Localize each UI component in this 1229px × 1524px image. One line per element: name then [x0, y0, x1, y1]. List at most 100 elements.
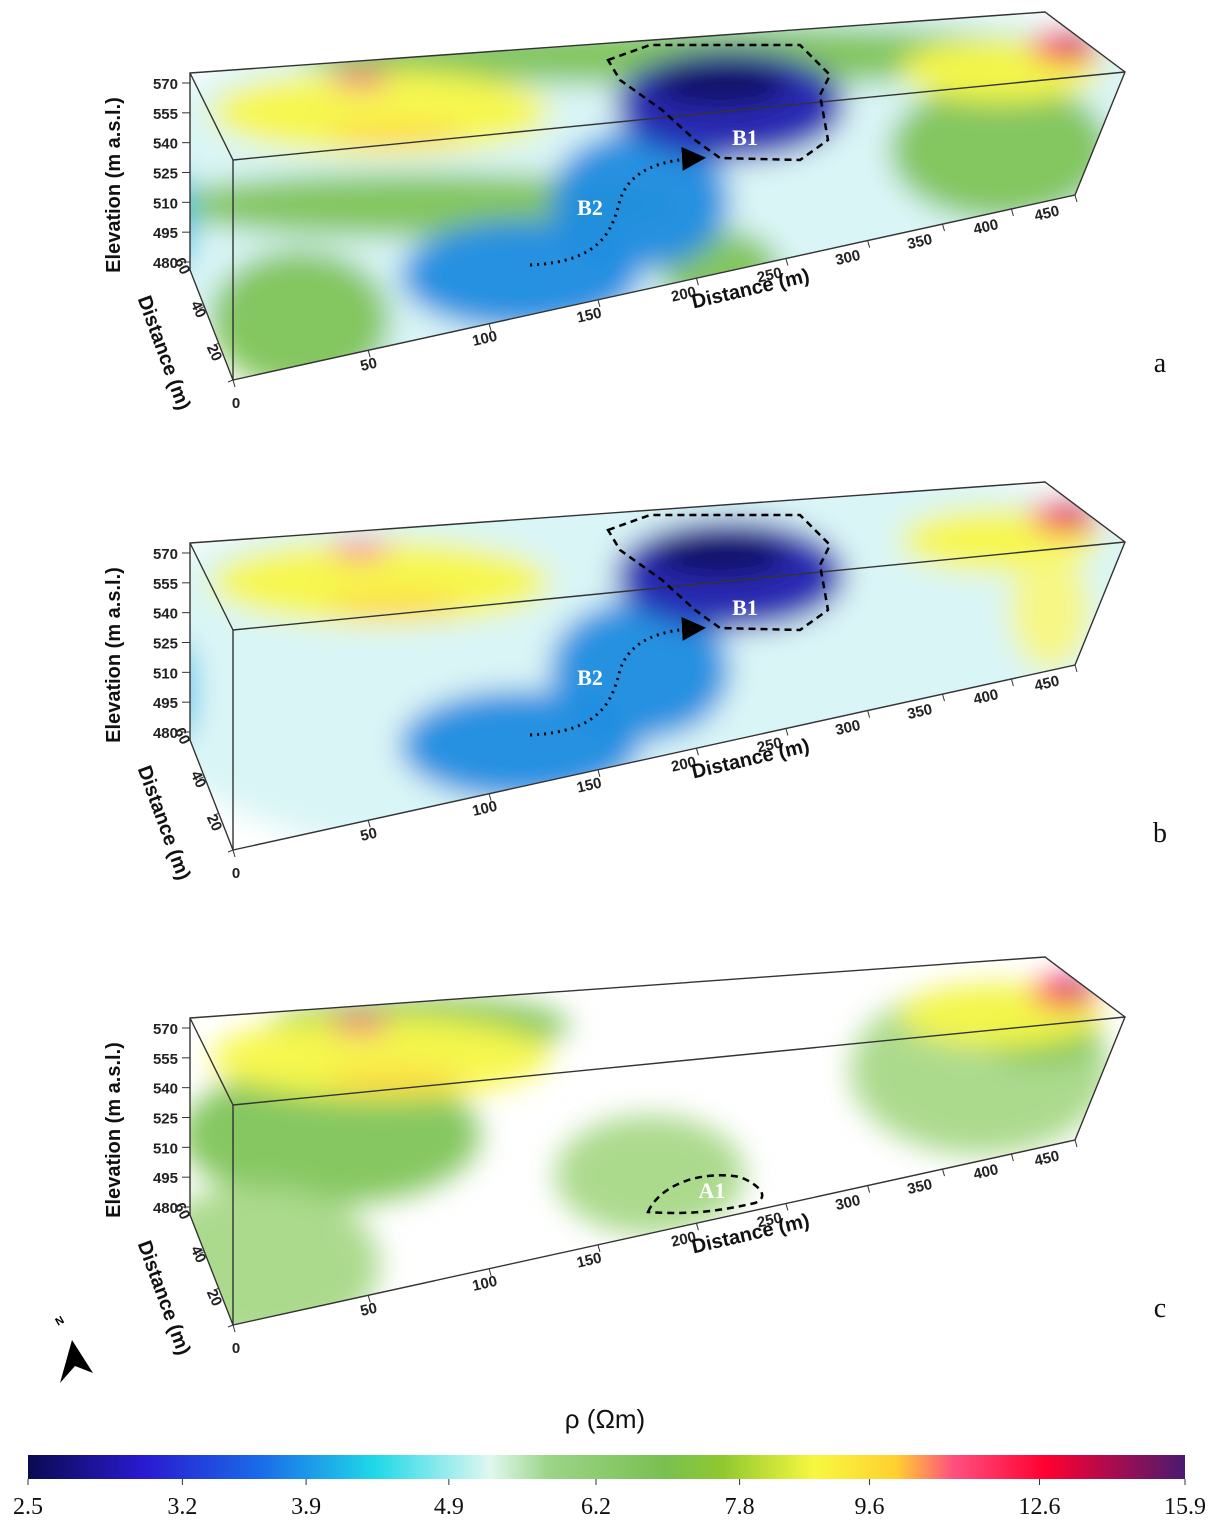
elevation-tick-label: 570: [153, 1021, 178, 1038]
distance-tick-label: 400: [972, 1161, 1000, 1183]
north-label: N: [54, 1314, 67, 1328]
distance-tick: [233, 1325, 235, 1332]
annotation: B1: [732, 595, 758, 620]
colorbar-tick-label: 4.9: [434, 1494, 464, 1520]
colorbar-tick-label: 3.9: [291, 1494, 321, 1520]
distance-tick: [868, 711, 870, 718]
distance-tick: [1075, 195, 1077, 202]
distance-tick-label: 150: [575, 305, 603, 327]
width-tick: [228, 380, 233, 382]
colorbar-tick-label: 2.5: [13, 1494, 43, 1520]
colorbar-tick-label: 3.2: [167, 1494, 197, 1520]
distance-tick-label: 0: [232, 1340, 240, 1357]
distance-tick: [868, 241, 870, 248]
elevation-tick-label: 570: [153, 546, 178, 563]
elevation-tick-label: 525: [153, 1111, 178, 1128]
distance-tick-label: 0: [232, 865, 240, 882]
distance-tick-label: 350: [906, 231, 934, 253]
resistivity-blob: [325, 595, 465, 615]
width-axis-label: Distance (m): [133, 763, 195, 883]
colorbar-tick-label: 7.8: [725, 1494, 755, 1520]
distance-tick-label: 0: [232, 395, 240, 412]
annotation: A1: [699, 1178, 726, 1203]
resistivity-blob: [330, 72, 390, 88]
elevation-tick-label: 555: [153, 1051, 178, 1068]
blobs: [100, 450, 1229, 890]
panel-label: a: [1154, 348, 1167, 379]
elevation-axis-label: Elevation (m a.s.l.): [103, 97, 125, 273]
elevation-tick-label: 510: [153, 665, 178, 682]
width-tick: [228, 1325, 233, 1327]
distance-tick-label: 450: [1033, 203, 1061, 225]
width-tick: [228, 850, 233, 852]
distance-tick-label: 400: [972, 686, 1000, 708]
colorbar-tick-label: 6.2: [581, 1494, 611, 1520]
resistivity-blob: [325, 125, 465, 145]
resistivity-volume: [100, 0, 1229, 420]
resistivity-blob: [555, 1115, 745, 1235]
colorbar: [28, 1455, 1185, 1479]
annotation: B1: [732, 125, 758, 150]
panel: 480495510525540555570Elevation (m a.s.l.…: [100, 450, 1229, 890]
distance-tick-label: 300: [834, 247, 862, 269]
elevation-tick-label: 570: [153, 76, 178, 93]
resistivity-blob: [1031, 976, 1099, 1008]
distance-tick: [1011, 1154, 1013, 1161]
distance-tick-label: 400: [972, 216, 1000, 238]
resistivity-blob: [330, 542, 390, 558]
elevation-tick-label: 525: [153, 636, 178, 653]
resistivity-blob: [1010, 550, 1090, 670]
distance-tick: [696, 1223, 698, 1230]
resistivity-blob: [330, 1017, 390, 1033]
figure: 480495510525540555570Elevation (m a.s.l.…: [0, 0, 1229, 1524]
resistivity-blob: [400, 220, 640, 330]
distance-tick-label: 350: [906, 1176, 934, 1198]
distance-tick: [696, 278, 698, 285]
panel-label: c: [1154, 1293, 1166, 1324]
elevation-axis-label: Elevation (m a.s.l.): [103, 567, 125, 743]
elevation-tick-label: 510: [153, 195, 178, 212]
elevation-axis-label: Elevation (m a.s.l.): [103, 1042, 125, 1218]
elevation-tick-label: 540: [153, 1081, 178, 1098]
distance-tick-label: 150: [575, 1250, 603, 1272]
elevation-tick-label: 555: [153, 106, 178, 123]
distance-tick-label: 100: [471, 798, 499, 820]
distance-tick-label: 350: [906, 701, 934, 723]
colorbar-tick-label: 15.9: [1164, 1494, 1206, 1520]
elevation-tick-label: 525: [153, 166, 178, 183]
elevation-tick-label: 540: [153, 136, 178, 153]
distance-tick: [1011, 209, 1013, 216]
north-arrow: N: [54, 1314, 94, 1383]
resistivity-blob: [650, 533, 790, 577]
distance-tick-label: 50: [359, 825, 379, 845]
distance-tick: [786, 259, 788, 266]
elevation-tick-label: 555: [153, 576, 178, 593]
resistivity-volume: [140, 976, 1110, 1345]
distance-tick: [1075, 1140, 1077, 1147]
distance-tick: [1011, 679, 1013, 686]
annotation: B2: [577, 665, 603, 690]
elevation-tick-label: 495: [153, 695, 178, 712]
north-arrow-shape: [60, 1340, 93, 1383]
elevation-tick-label: 510: [153, 1140, 178, 1157]
colorbar-tick-label: 9.6: [854, 1494, 884, 1520]
blobs: [140, 976, 1110, 1345]
distance-tick: [696, 748, 698, 755]
elevation-tick-label: 495: [153, 225, 178, 242]
distance-tick-label: 50: [359, 1300, 379, 1320]
distance-tick: [786, 729, 788, 736]
distance-tick-label: 150: [575, 775, 603, 797]
distance-tick: [1075, 665, 1077, 672]
panel: 480495510525540555570Elevation (m a.s.l.…: [103, 957, 1166, 1358]
resistivity-blob: [650, 63, 790, 107]
resistivity-blob: [1031, 501, 1099, 533]
width-axis-label: Distance (m): [133, 1238, 195, 1358]
distance-tick: [233, 380, 235, 387]
width-tick-label: 20: [203, 812, 225, 834]
distance-tick: [233, 850, 235, 857]
colorbar-label: ρ (Ωm): [565, 1404, 645, 1434]
distance-tick-label: 50: [359, 355, 379, 375]
panel-label: b: [1153, 818, 1167, 849]
